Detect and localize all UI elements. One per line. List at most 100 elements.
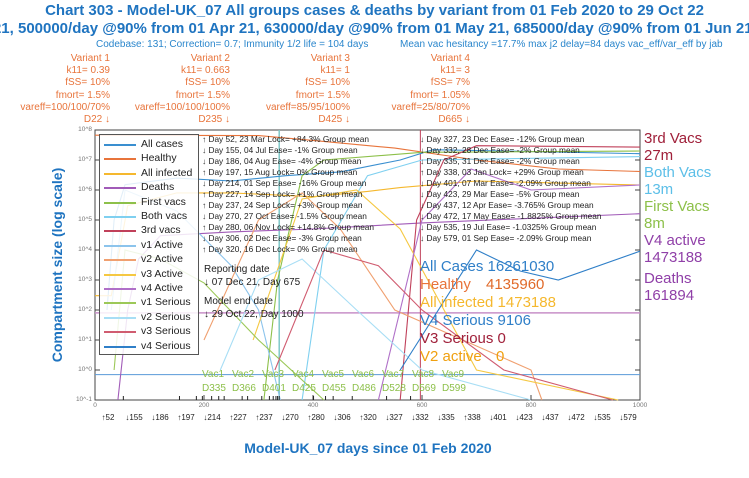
- model-end-label: Model end date: [204, 296, 273, 307]
- vaccination-name: Vac1: [202, 369, 225, 380]
- y-tick-label: 10^8: [78, 126, 92, 133]
- intervention-day-label: 320: [363, 413, 377, 422]
- intervention-day-marker: ↓186: [147, 413, 173, 423]
- variant-line: k11= 3: [440, 65, 470, 77]
- variant-annotation-4: Variant 4 k11= 3 fSS= 7% fmort= 1.05% vareff…: [360, 53, 471, 126]
- intervention-arrow: ↓: [619, 413, 624, 422]
- intervention-day-marker: ↓327: [381, 413, 407, 423]
- subtitle-left: Codebase: 131; Correction= 0.7; Immunity…: [96, 39, 369, 50]
- variant-line: vareff=100/100/70%: [20, 101, 110, 113]
- intervention-day-marker: ↑338: [459, 413, 485, 423]
- legend-label: Deaths: [141, 181, 175, 194]
- intervention-day-label: 335: [441, 413, 455, 422]
- intervention-day-label: 214: [207, 413, 221, 422]
- legend-item: v1 Serious: [100, 296, 198, 310]
- vaccination-name: Vac5: [322, 369, 345, 380]
- reporting-date-value: ↓ 07 Dec 21, Day 675: [204, 277, 301, 288]
- variant-line: k11= 0.663: [180, 65, 230, 77]
- model-end-value: ↓ 29 Oct 22, Day 1000: [204, 309, 304, 320]
- legend-item: All cases: [100, 138, 198, 152]
- intervention-day-marker: ↓437: [537, 413, 563, 423]
- vaccination-day: D528: [382, 383, 406, 394]
- intervention-day-label: 423: [519, 413, 533, 422]
- variant-line: Variant 4: [430, 53, 470, 64]
- legend-label: First vacs: [141, 195, 186, 208]
- intervention-day-marker: ↑280: [303, 413, 329, 423]
- intervention-day-label: 237: [259, 413, 273, 422]
- intervention-arrow: ↓: [151, 413, 156, 422]
- intervention-arrow: ↓: [515, 413, 520, 422]
- intervention-arrow: ↓: [489, 413, 494, 422]
- legend-swatch: [104, 187, 136, 190]
- vaccination-name: Vac6: [352, 369, 375, 380]
- intervention-day-marker: ↓401: [485, 413, 511, 423]
- label-all-infected: All infected 1473188: [420, 294, 556, 311]
- legend-swatch: [104, 345, 136, 348]
- variant-line: fmort= 1.5%: [295, 89, 350, 101]
- intervention-annotation: ↓ Day 155, 04 Jul Ease= -1% Group mean: [202, 145, 358, 155]
- intervention-day-label: 579: [623, 413, 637, 422]
- intervention-day-marker: ↓335: [433, 413, 459, 423]
- label-both-vacs: Both Vacs: [644, 164, 712, 181]
- intervention-arrow: ↑: [177, 413, 182, 422]
- intervention-annotation: ↓ Day 437, 12 Apr Ease= -3.765% Group me…: [420, 200, 594, 210]
- legend-swatch: [104, 158, 136, 161]
- intervention-day-label: 472: [571, 413, 585, 422]
- intervention-annotation: ↓ Day 535, 19 Jul Ease= -1.0325% Group m…: [420, 222, 597, 232]
- intervention-annotation: ↓ Day 472, 17 May Ease= -1.8825% Group m…: [420, 211, 602, 221]
- y-tick-label: 10^-1: [75, 396, 92, 403]
- variant-line: vareff=25/80/70%: [391, 101, 471, 113]
- series-line-healthy: [94, 134, 641, 173]
- legend-label: v3 Serious: [141, 325, 191, 338]
- intervention-day-marker: ↓535: [589, 413, 615, 423]
- intervention-arrow: ↓: [567, 413, 572, 422]
- legend-swatch: [104, 172, 136, 175]
- vaccination-day: D599: [442, 383, 466, 394]
- label-healthy-value: 4135960: [486, 276, 545, 293]
- legend-swatch: [104, 259, 136, 262]
- legend-item: 3rd vacs: [100, 224, 198, 238]
- ticks-layer: [94, 129, 641, 401]
- label-both-vacs-value: 13m: [644, 181, 674, 198]
- intervention-annotation: ↑ Day 227, 14 Sep Lock= +1% Group mean: [202, 189, 363, 199]
- variant-line: fmort= 1.5%: [55, 89, 110, 101]
- label-deaths-value: 161894: [644, 287, 695, 304]
- label-v3-serious: V3 Serious 0: [420, 330, 506, 347]
- y-tick-label: 10^3: [78, 276, 92, 283]
- legend-label: Healthy: [141, 152, 177, 165]
- intervention-day-label: 270: [285, 413, 299, 422]
- series-line-v3-serious: [274, 249, 613, 401]
- legend-label: Both vacs: [141, 210, 188, 222]
- intervention-annotation: ↓ Day 335, 31 Dec Ease= -2% Group mean: [420, 156, 580, 166]
- legend-swatch: [104, 331, 136, 334]
- variant-line: Variant 2: [190, 53, 230, 64]
- legend-swatch: [104, 273, 136, 276]
- plot-frame: [94, 129, 641, 401]
- intervention-annotation: ↓ Day 306, 02 Dec Ease= -3% Group mean: [202, 233, 362, 243]
- y-tick-label: 10^6: [78, 186, 92, 193]
- x-tick-label: 200: [198, 402, 210, 409]
- intervention-day-label: 52: [105, 413, 115, 422]
- intervention-day-marker: ↑197: [173, 413, 199, 423]
- y-tick-label: 10^2: [78, 306, 92, 313]
- legend-item: v4 Active: [100, 282, 198, 296]
- intervention-arrow: ↑: [359, 413, 364, 422]
- legend-swatch: [104, 230, 136, 233]
- y-tick-label: 10^1: [78, 336, 92, 343]
- intervention-arrow: ↓: [203, 413, 208, 422]
- legend-swatch: [104, 302, 136, 305]
- legend-label: v1 Serious: [141, 296, 191, 309]
- variant-line: Variant 1: [70, 53, 110, 64]
- intervention-annotation: ↓ Day 186, 04 Aug Ease= -4% Group mean: [202, 156, 362, 166]
- y-tick-label: 10^7: [78, 156, 92, 163]
- intervention-arrow: ↓: [125, 413, 130, 422]
- intervention-day-marker: ↑320: [355, 413, 381, 423]
- legend-item: Both vacs: [100, 210, 198, 224]
- legend-label: v3 Active: [141, 267, 184, 280]
- x-tick-label: 1000: [632, 402, 648, 409]
- x-tick-label: 800: [525, 402, 537, 409]
- variant-line: vareff=85/95/100%: [265, 101, 350, 113]
- vaccination-day: D486: [352, 383, 376, 394]
- intervention-arrow: ↓: [437, 413, 442, 422]
- legend-label: 3rd vacs: [141, 224, 181, 237]
